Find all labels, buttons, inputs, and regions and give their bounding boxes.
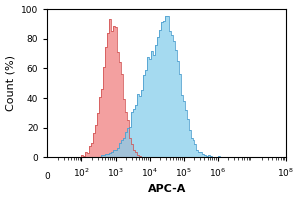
Y-axis label: Count (%): Count (%) bbox=[6, 55, 16, 111]
Text: 0: 0 bbox=[44, 172, 50, 181]
X-axis label: APC-A: APC-A bbox=[148, 184, 186, 194]
